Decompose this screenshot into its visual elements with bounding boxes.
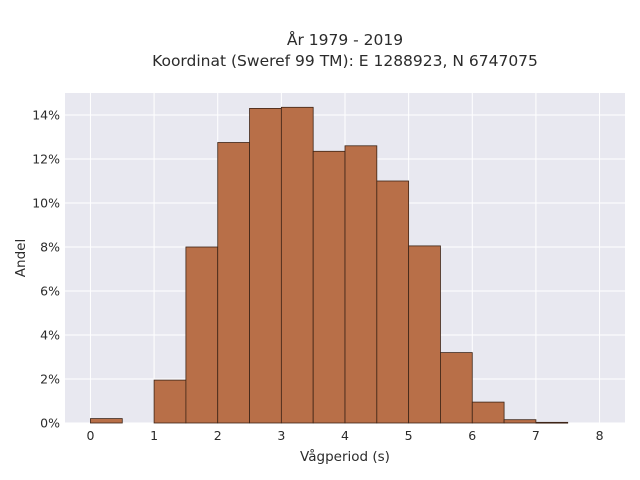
histogram-bar xyxy=(408,245,441,424)
y-axis-label: Andel xyxy=(13,239,29,277)
histogram-bar xyxy=(312,150,346,424)
x-tick-label: 1 xyxy=(150,428,158,443)
histogram-bar xyxy=(471,401,505,424)
y-tick-label: 4% xyxy=(40,328,60,343)
histogram-bar xyxy=(217,142,250,424)
y-tick-label: 6% xyxy=(40,284,60,299)
x-tick-label: 3 xyxy=(277,428,285,443)
y-tick-label: 10% xyxy=(32,196,60,211)
histogram-bar xyxy=(440,352,473,424)
y-tick-label: 12% xyxy=(32,152,60,167)
y-tick-labels: 0% 2% 4% 6% 8% 10% 12% 14% xyxy=(32,108,60,431)
y-tick-label: 8% xyxy=(40,240,60,255)
x-tick-label: 0 xyxy=(86,428,94,443)
histogram-bar xyxy=(376,180,410,424)
chart-title-line-1: År 1979 - 2019 xyxy=(287,30,403,49)
histogram-bar xyxy=(535,421,569,424)
y-tick-label: 2% xyxy=(40,372,60,387)
x-axis-label: Vågperiod (s) xyxy=(300,448,390,465)
x-tick-label: 8 xyxy=(596,428,604,443)
x-tick-label: 6 xyxy=(468,428,476,443)
histogram-bar xyxy=(280,106,314,424)
x-tick-label: 5 xyxy=(405,428,413,443)
x-tick-label: 4 xyxy=(341,428,349,443)
x-tick-label: 2 xyxy=(214,428,222,443)
histogram-bar xyxy=(344,145,378,424)
chart-title-line-2: Koordinat (Sweref 99 TM): E 1288923, N 6… xyxy=(152,52,538,70)
x-tick-label: 7 xyxy=(532,428,540,443)
x-tick-labels: 0 1 2 3 4 5 6 7 8 xyxy=(86,428,603,443)
histogram-bar xyxy=(503,419,537,424)
histogram-bar xyxy=(185,246,219,424)
y-tick-label: 14% xyxy=(32,108,60,123)
histogram-bar xyxy=(153,379,187,424)
y-tick-label: 0% xyxy=(40,416,60,431)
histogram-bars xyxy=(90,106,569,424)
histogram-bar xyxy=(90,418,123,424)
histogram-bar xyxy=(249,108,282,424)
